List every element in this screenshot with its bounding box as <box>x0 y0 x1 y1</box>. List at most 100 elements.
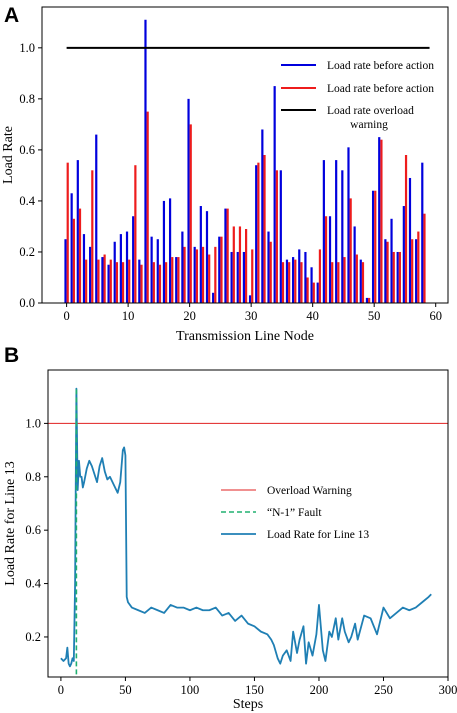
bar-red-37 <box>294 259 297 303</box>
panel-b-frame <box>47 369 449 678</box>
bar-red-56 <box>411 239 414 303</box>
bar-blue-38 <box>298 249 301 303</box>
bar-red-5 <box>97 259 100 303</box>
bar-blue-48 <box>359 259 362 303</box>
bar-blue-31 <box>255 165 258 303</box>
legend-label-2: Load rate overload <box>327 105 414 117</box>
bar-red-22 <box>201 246 205 303</box>
legend-label-0: Load rate before action <box>327 60 434 72</box>
bar-red-20 <box>189 124 192 303</box>
bar-red-44 <box>337 262 340 303</box>
bar-blue-54 <box>396 251 399 303</box>
bar-red-57 <box>417 231 420 303</box>
bar-red-41 <box>318 249 322 303</box>
bar-red-4 <box>91 170 94 303</box>
bar-red-36 <box>288 262 291 303</box>
bar-red-38 <box>300 262 303 303</box>
bar-red-40 <box>312 282 315 303</box>
y-axis-title: Load Rate <box>1 126 16 184</box>
y-tick-label-0.2: 0.2 <box>19 245 35 259</box>
bar-blue-5 <box>95 134 98 303</box>
bar-blue-45 <box>341 170 344 303</box>
bar-blue-6 <box>101 257 104 303</box>
bar-blue-21 <box>193 246 196 303</box>
bar-red-35 <box>281 262 285 303</box>
y-tick-label-0.2: 0.2 <box>25 630 41 644</box>
x-axis-title: Transmission Line Node <box>176 329 314 344</box>
bar-blue-35 <box>279 170 282 303</box>
bar-blue-12 <box>138 259 141 303</box>
bar-red-48 <box>361 262 365 303</box>
bar-red-52 <box>386 241 389 303</box>
bar-blue-26 <box>224 208 227 303</box>
legend-label-fault: “N-1” Fault <box>267 507 322 519</box>
bar-blue-3 <box>82 234 86 303</box>
bar-blue-11 <box>132 216 135 303</box>
legend-label-line13: Load Rate for Line 13 <box>267 529 369 541</box>
bar-blue-39 <box>304 251 307 303</box>
bar-red-23 <box>208 254 211 303</box>
bar-blue-52 <box>384 239 387 303</box>
bar-red-28 <box>238 226 242 303</box>
x-axis-title: Steps <box>233 697 263 712</box>
bar-red-34 <box>275 170 278 303</box>
x-tick-label-0: 0 <box>63 309 69 323</box>
bar-red-15 <box>158 264 162 303</box>
bar-blue-10 <box>125 231 129 303</box>
bar-red-10 <box>128 259 131 303</box>
bar-red-17 <box>171 257 174 303</box>
bar-red-49 <box>368 297 371 303</box>
bar-blue-14 <box>150 236 153 303</box>
bar-red-55 <box>404 155 408 303</box>
bar-red-21 <box>195 249 198 303</box>
bar-blue-41 <box>316 282 319 303</box>
bar-blue-2 <box>76 160 79 303</box>
bar-blue-58 <box>421 162 424 303</box>
x-tick-label-250: 250 <box>374 683 393 697</box>
load-rate-line-13 <box>60 387 432 668</box>
bar-red-54 <box>398 251 401 303</box>
bar-red-18 <box>177 257 180 303</box>
bar-blue-27 <box>230 251 233 303</box>
bar-blue-16 <box>162 200 166 303</box>
x-tick-label-50: 50 <box>368 309 381 323</box>
x-tick-label-100: 100 <box>181 683 200 697</box>
bar-blue-18 <box>175 257 178 303</box>
x-tick-label-40: 40 <box>306 309 319 323</box>
bar-blue-34 <box>273 86 276 303</box>
bar-blue-49 <box>365 297 369 303</box>
bar-red-11 <box>134 165 137 303</box>
bar-blue-9 <box>119 234 122 303</box>
x-tick-label-300: 300 <box>439 683 457 697</box>
bar-red-19 <box>183 246 186 303</box>
bar-red-24 <box>214 246 217 303</box>
bar-red-53 <box>392 251 395 303</box>
bar-red-8 <box>115 262 119 303</box>
bar-red-9 <box>121 262 125 303</box>
x-tick-label-60: 60 <box>429 309 442 323</box>
bar-red-39 <box>306 277 309 303</box>
bar-red-12 <box>140 264 143 303</box>
bar-red-25 <box>220 236 223 303</box>
bar-blue-32 <box>261 129 264 303</box>
legend-label-3: warning <box>350 119 388 131</box>
legend-label-overload: Overload Warning <box>267 485 352 497</box>
panel-a-label: A <box>4 4 19 27</box>
bar-blue-22 <box>199 206 202 303</box>
bar-blue-0 <box>64 239 67 303</box>
panel-b-chart: 0 50 100 150 200 250 300 0.2 0.4 0.6 0.8 1.0 Steps Lo… <box>3 369 457 712</box>
y-tick-label-1: 1.0 <box>25 416 41 430</box>
bar-blue-56 <box>408 177 412 303</box>
x-tick-label-200: 200 <box>310 683 329 697</box>
legend-label-1: Load rate before action <box>327 83 434 95</box>
bar-blue-37 <box>292 257 295 303</box>
bar-blue-24 <box>212 292 215 303</box>
bar-red-46 <box>349 198 352 303</box>
bar-red-42 <box>324 216 328 303</box>
bar-red-45 <box>343 257 346 303</box>
bar-blue-7 <box>107 264 110 303</box>
bar-red-14 <box>152 262 155 303</box>
bar-blue-44 <box>335 160 338 303</box>
bar-blue-19 <box>181 231 184 303</box>
